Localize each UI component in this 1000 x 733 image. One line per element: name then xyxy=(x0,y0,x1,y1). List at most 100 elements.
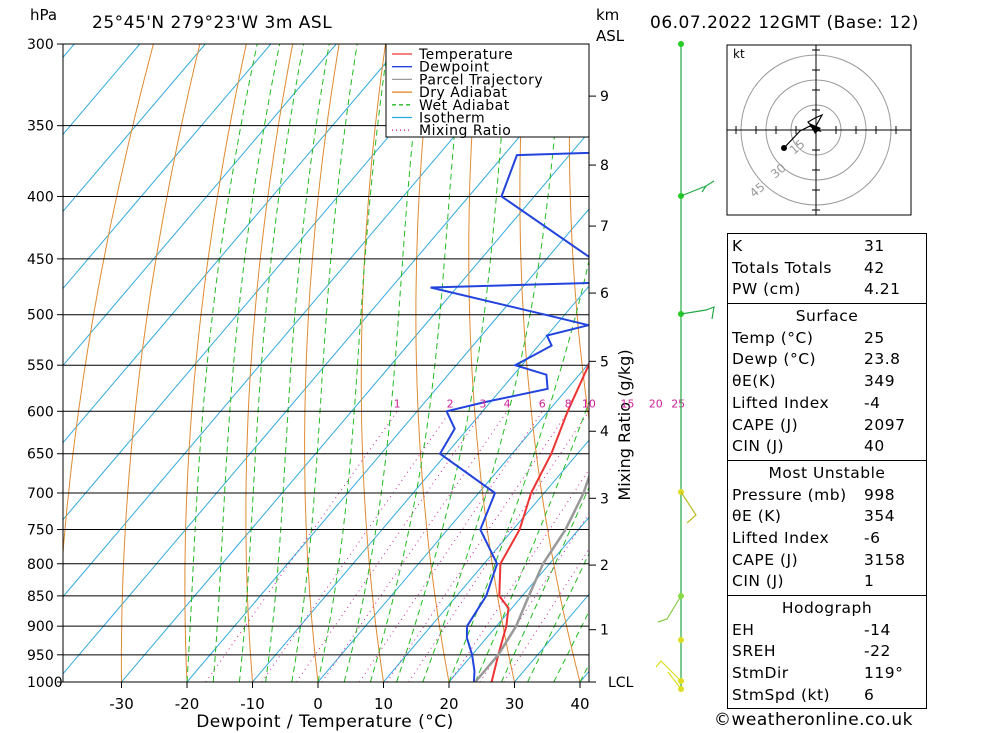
legend-label: Dry Adiabat xyxy=(419,85,507,101)
legend-box xyxy=(385,43,590,138)
index-value: 3158 xyxy=(864,550,906,569)
wind-barb xyxy=(657,595,682,623)
height-label: 4 xyxy=(600,424,609,440)
mixing-ratio-label: 6 xyxy=(539,397,546,410)
index-row: Totals Totals 42 xyxy=(732,258,922,280)
index-value: 23.8 xyxy=(864,350,901,369)
index-value: 119° xyxy=(864,664,904,683)
wet-adiabat-line xyxy=(317,44,389,682)
mixing-ratio-label: 10 xyxy=(582,397,596,410)
pressure-label: 800 xyxy=(27,557,54,573)
index-row: CAPE (J) 2097 xyxy=(732,415,922,437)
index-row: PW (cm) 4.21 xyxy=(732,279,922,301)
sounding-profiles xyxy=(430,92,589,682)
index-row: SREH -22 xyxy=(732,641,922,663)
index-label: Temp (°C) xyxy=(732,328,814,347)
pressure-label: 300 xyxy=(27,37,54,53)
index-row: CIN (J) 40 xyxy=(732,436,922,458)
index-label: SREH xyxy=(732,642,777,661)
legend-label: Temperature xyxy=(418,47,513,63)
mixing-ratio-line xyxy=(205,411,398,682)
index-label: CIN (J) xyxy=(732,437,785,456)
copyright-footer[interactable]: ©weatheronline.co.uk xyxy=(714,710,914,730)
height-label: 3 xyxy=(600,491,609,507)
index-value: 4.21 xyxy=(864,280,901,299)
mixing-ratio-label: 4 xyxy=(504,397,511,410)
index-value: 42 xyxy=(864,258,885,277)
mixing-ratio-label: 20 xyxy=(649,397,663,410)
index-label: θE (K) xyxy=(732,507,782,526)
index-value: 31 xyxy=(864,237,885,255)
index-value: -22 xyxy=(864,642,891,661)
isotherm-line xyxy=(63,54,589,675)
wet-adiabat-line xyxy=(291,44,358,682)
surface-table: Surface Temp (°C) 25 Dewp (°C) 23.8 θE(K) 3… xyxy=(727,304,927,461)
mixing-ratio-label: 2 xyxy=(447,397,454,410)
index-value: 349 xyxy=(864,372,896,391)
index-value: 998 xyxy=(864,485,896,504)
wet-adiabat-line xyxy=(238,44,304,682)
pressure-label: 350 xyxy=(27,119,54,135)
most-unstable-table: Most Unstable Pressure (mb) 998 θE (K) 354… xyxy=(727,460,927,596)
isotherm-line xyxy=(121,131,589,682)
index-value: 25 xyxy=(864,328,885,347)
legend-label: Dewpoint xyxy=(419,60,490,76)
x-tick-label: 0 xyxy=(313,695,323,713)
index-row: K 31 xyxy=(732,236,922,258)
wet-adiabat-line xyxy=(212,44,281,682)
pressure-label: 550 xyxy=(27,358,54,374)
wet-adiabat-line xyxy=(553,610,589,682)
x-tick-label: 10 xyxy=(374,695,393,713)
index-row: StmDir 119° xyxy=(732,663,922,685)
height-label: 1 xyxy=(600,623,609,639)
pressure-label: 900 xyxy=(27,619,54,635)
hodograph-table: Hodograph EH -14 SREH -22 StmDir 119° StmSp… xyxy=(727,596,927,710)
index-row: EH -14 xyxy=(732,620,922,642)
index-label: Lifted Index xyxy=(732,528,830,547)
index-value: 40 xyxy=(864,437,885,456)
mixing-ratio-label: 15 xyxy=(621,397,635,410)
index-label: StmDir xyxy=(732,664,789,683)
x-tick-label: -20 xyxy=(175,695,200,713)
index-value: -4 xyxy=(864,393,881,412)
isotherm-line xyxy=(186,208,589,682)
pressure-label: 400 xyxy=(27,189,54,205)
mixing-ratio-labels: 1 2 3 4 6 8 10 15 20 25 xyxy=(394,397,686,410)
index-row: StmSpd (kt) 6 xyxy=(732,685,922,707)
pressure-label: 700 xyxy=(27,486,54,502)
mixing-ratio-line xyxy=(296,411,484,682)
mixing-ratio-axis-label: Mixing Ratio (g/kg) xyxy=(615,349,634,500)
index-row: Lifted Index -4 xyxy=(732,393,922,415)
datetime-title: 06.07.2022 12GMT (Base: 12) xyxy=(650,13,919,33)
pressure-label: 850 xyxy=(27,589,54,605)
wind-dot xyxy=(678,637,684,643)
isotherm-line xyxy=(63,44,206,213)
wet-adiabat-line xyxy=(474,400,589,682)
height-label: 8 xyxy=(600,158,609,174)
index-label: StmSpd (kt) xyxy=(732,685,831,704)
dry-adiabat-line xyxy=(943,44,1000,682)
isotherm-line xyxy=(63,44,272,290)
mixing-ratio-label: 8 xyxy=(565,397,572,410)
x-tick-label: 40 xyxy=(570,695,589,713)
general-indices-table: K 31 Totals Totals 42 PW (cm) 4.21 xyxy=(727,233,927,305)
wind-profile xyxy=(655,41,715,692)
wind-barb xyxy=(655,660,682,682)
index-label: EH xyxy=(732,620,755,639)
index-label: θE(K) xyxy=(732,372,777,391)
index-value: -14 xyxy=(864,620,891,639)
height-label: 7 xyxy=(600,219,609,235)
isotherm-line xyxy=(63,44,468,521)
index-row: θE(K) 349 xyxy=(732,371,922,393)
isotherm-line xyxy=(63,44,141,136)
index-row: Pressure (mb) 998 xyxy=(732,485,922,507)
dry-adiabat-line xyxy=(468,44,515,682)
mixing-ratio-label: 3 xyxy=(479,397,486,410)
indices-panel: K 31 Totals Totals 42 PW (cm) 4.21 Surface … xyxy=(727,233,927,710)
wind-barb xyxy=(680,306,715,320)
hodograph-title: Hodograph xyxy=(781,599,873,617)
pressure-label: 1000 xyxy=(27,675,63,691)
most-unstable-title: Most Unstable xyxy=(768,463,886,482)
index-label: Lifted Index xyxy=(732,393,830,412)
height-unit-asl: ASL xyxy=(596,27,625,45)
